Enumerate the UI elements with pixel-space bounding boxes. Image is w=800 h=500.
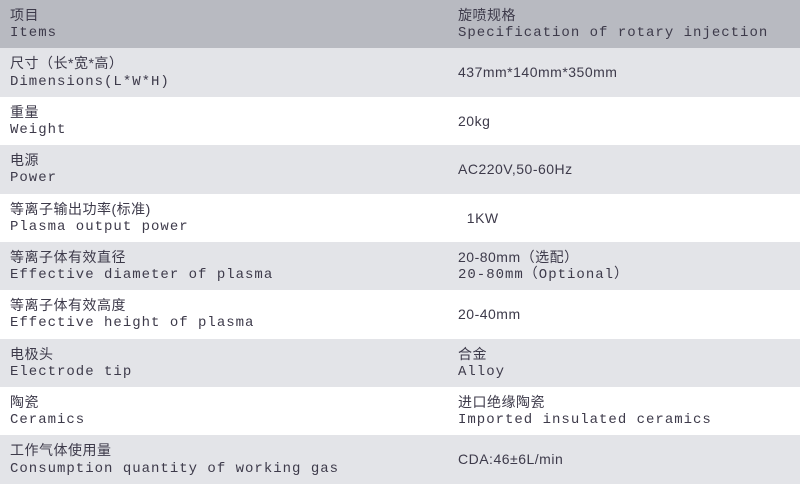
row-label-en: Weight [10, 121, 438, 139]
row-label-cn: 等离子体有效直径 [10, 248, 438, 266]
row-value: 20kg [448, 97, 800, 145]
row-label-cn: 陶瓷 [10, 393, 438, 411]
table-row: 尺寸（长*宽*高） Dimensions(L*W*H) 437mm*140mm*… [0, 48, 800, 96]
row-value-cn: CDA:46±6L/min [458, 450, 790, 468]
table-row: 重量 Weight 20kg [0, 97, 800, 145]
header-spec-cn: 旋喷规格 [458, 6, 790, 24]
row-value: 进口绝缘陶瓷 Imported insulated ceramics [448, 387, 800, 435]
row-value: 437mm*140mm*350mm [448, 48, 800, 96]
row-value-cn: 20kg [458, 112, 790, 130]
table-row: 等离子体有效直径 Effective diameter of plasma 20… [0, 242, 800, 290]
row-value: 20-40mm [448, 290, 800, 338]
row-label-en: Plasma output power [10, 218, 438, 236]
row-label: 陶瓷 Ceramics [0, 387, 448, 435]
row-label-en: Consumption quantity of working gas [10, 460, 438, 478]
table-header-row: 项目 Items 旋喷规格 Specification of rotary in… [0, 0, 800, 48]
row-value-cn: 20-80mm（选配） [458, 248, 790, 266]
row-value: 20-80mm（选配） 20-80mm（Optional） [448, 242, 800, 290]
table-row: 等离子体有效高度 Effective height of plasma 20-4… [0, 290, 800, 338]
row-label-cn: 等离子体有效高度 [10, 296, 438, 314]
row-label-cn: 尺寸（长*宽*高） [10, 54, 438, 72]
row-value-en: Alloy [458, 363, 790, 381]
header-items-en: Items [10, 24, 438, 42]
row-value-en: Imported insulated ceramics [458, 411, 790, 429]
row-label: 等离子体有效直径 Effective diameter of plasma [0, 242, 448, 290]
row-label-en: Effective diameter of plasma [10, 266, 438, 284]
table-row: 等离子输出功率(标准) Plasma output power 1KW [0, 194, 800, 242]
header-items-cn: 项目 [10, 6, 438, 24]
table-row: 陶瓷 Ceramics 进口绝缘陶瓷 Imported insulated ce… [0, 387, 800, 435]
row-label-en: Effective height of plasma [10, 314, 438, 332]
row-value: 1KW [448, 194, 800, 242]
row-label: 电极头 Electrode tip [0, 339, 448, 387]
header-spec: 旋喷规格 Specification of rotary injection [448, 0, 800, 48]
row-label-cn: 重量 [10, 103, 438, 121]
row-label-en: Ceramics [10, 411, 438, 429]
header-spec-en: Specification of rotary injection [458, 24, 790, 42]
row-value-cn: 合金 [458, 345, 790, 363]
row-value-cn: 进口绝缘陶瓷 [458, 393, 790, 411]
row-value-en: 20-80mm（Optional） [458, 266, 790, 284]
row-label-en: Power [10, 169, 438, 187]
row-value: 合金 Alloy [448, 339, 800, 387]
row-label-en: Dimensions(L*W*H) [10, 73, 438, 91]
row-label: 等离子体有效高度 Effective height of plasma [0, 290, 448, 338]
row-label: 尺寸（长*宽*高） Dimensions(L*W*H) [0, 48, 448, 96]
spec-table: 项目 Items 旋喷规格 Specification of rotary in… [0, 0, 800, 484]
row-label-cn: 工作气体使用量 [10, 441, 438, 459]
row-label: 工作气体使用量 Consumption quantity of working … [0, 435, 448, 483]
row-label-cn: 电源 [10, 151, 438, 169]
header-items: 项目 Items [0, 0, 448, 48]
table-row: 工作气体使用量 Consumption quantity of working … [0, 435, 800, 483]
row-label: 等离子输出功率(标准) Plasma output power [0, 194, 448, 242]
row-label-en: Electrode tip [10, 363, 438, 381]
table-row: 电极头 Electrode tip 合金 Alloy [0, 339, 800, 387]
row-value-cn: 1KW [458, 209, 790, 227]
row-label: 电源 Power [0, 145, 448, 193]
row-value-cn: 20-40mm [458, 305, 790, 323]
row-value: CDA:46±6L/min [448, 435, 800, 483]
row-label: 重量 Weight [0, 97, 448, 145]
row-label-cn: 电极头 [10, 345, 438, 363]
row-value-cn: AC220V,50-60Hz [458, 160, 790, 178]
row-value: AC220V,50-60Hz [448, 145, 800, 193]
table-row: 电源 Power AC220V,50-60Hz [0, 145, 800, 193]
row-value-cn: 437mm*140mm*350mm [458, 63, 790, 81]
row-label-cn: 等离子输出功率(标准) [10, 200, 438, 218]
